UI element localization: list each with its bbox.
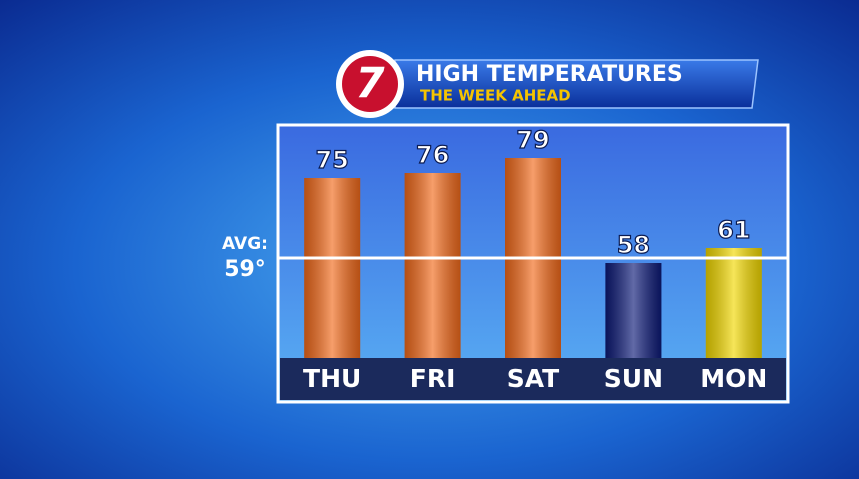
x-tick-label: THU [303, 364, 361, 393]
average-value: 59° [224, 257, 266, 282]
x-tick-label: FRI [410, 364, 456, 393]
day-strip [280, 358, 786, 400]
bar-shine [605, 263, 662, 358]
value-label: 75 [315, 146, 348, 174]
x-tick-label: SAT [507, 364, 559, 393]
value-label: 61 [717, 216, 750, 244]
chart-subtitle: THE WEEK AHEAD [420, 87, 571, 105]
logo [342, 56, 398, 112]
bar-shine [304, 178, 361, 358]
average-label: AVG: [222, 234, 268, 254]
bar-shine [404, 173, 461, 358]
value-label: 58 [617, 231, 650, 259]
value-label: 76 [416, 141, 449, 169]
chart-title: HIGH TEMPERATURES [416, 62, 683, 87]
x-tick-label: MON [700, 364, 767, 393]
logo-text: 7 [355, 59, 385, 108]
x-tick-label: SUN [604, 364, 663, 393]
value-label: 79 [516, 126, 549, 154]
bar-shine [705, 248, 762, 358]
